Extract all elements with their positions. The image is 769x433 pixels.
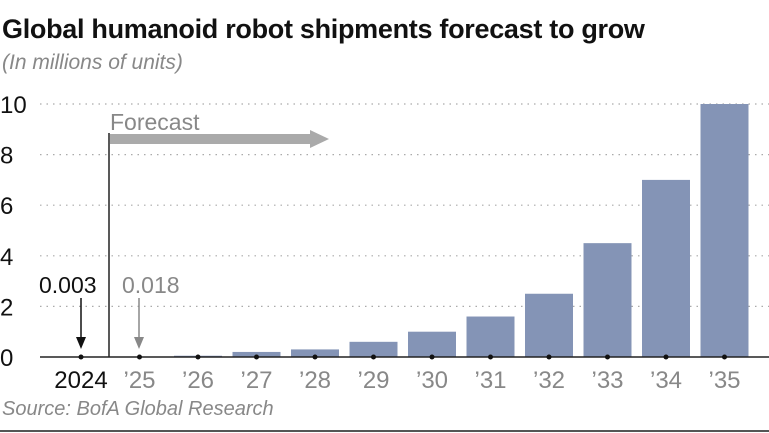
x-tick-dot xyxy=(137,354,142,360)
bar-34 xyxy=(642,179,690,357)
x-tick-label: ’34 xyxy=(650,367,682,394)
y-tick-label: 10 xyxy=(0,92,27,119)
bar-29 xyxy=(349,341,398,357)
y-tick-label: 4 xyxy=(0,244,13,271)
bar-31 xyxy=(466,316,515,357)
x-tick-dot xyxy=(78,354,84,360)
bar-28 xyxy=(291,349,339,357)
chart-subtitle: (In millions of units) xyxy=(2,51,183,74)
x-tick-dot xyxy=(722,354,727,360)
y-tick-label: 2 xyxy=(0,294,13,321)
x-tick-label: ’25 xyxy=(123,367,155,394)
x-tick-label: ’32 xyxy=(533,367,565,394)
bar-27 xyxy=(232,351,281,357)
arrow-2025 xyxy=(134,298,144,349)
x-tick-label: ’29 xyxy=(357,367,389,394)
x-tick-label: 2024 xyxy=(54,367,107,394)
x-tick-label: ’27 xyxy=(240,367,272,394)
bottom-rule xyxy=(0,430,769,432)
bar-32 xyxy=(525,293,573,357)
x-tick-dot xyxy=(663,354,669,360)
forecast-arrow xyxy=(110,130,329,148)
y-tick-label: 0 xyxy=(0,345,13,372)
x-tick-dot xyxy=(195,354,201,360)
data-label-2025: 0.018 xyxy=(122,272,180,298)
forecast-label: Forecast xyxy=(110,109,200,135)
x-tick-dot xyxy=(605,354,610,360)
x-tick-label: ’33 xyxy=(591,367,623,394)
x-tick-dot xyxy=(371,354,376,360)
x-tick-dot xyxy=(429,354,435,360)
data-label-2024: 0.003 xyxy=(39,272,97,298)
x-tick-dot xyxy=(488,354,493,360)
source-note: Source: BofA Global Research xyxy=(2,398,274,420)
arrow-2024 xyxy=(76,298,86,349)
x-tick-label: ’35 xyxy=(708,367,740,394)
chart-title: Global humanoid robot shipments forecast… xyxy=(2,14,645,44)
x-tick-label: ’28 xyxy=(299,367,331,394)
y-tick-label: 6 xyxy=(0,193,13,220)
bar-30 xyxy=(408,331,456,357)
x-tick-dot xyxy=(546,354,552,360)
x-tick-label: ’31 xyxy=(474,367,506,394)
x-tick-label: ’30 xyxy=(416,367,448,394)
bar-35 xyxy=(700,104,749,357)
bar-33 xyxy=(583,243,632,357)
x-tick-dot xyxy=(312,354,318,360)
y-tick-label: 8 xyxy=(0,143,13,170)
x-tick-label: ’26 xyxy=(182,367,214,394)
x-tick-dot xyxy=(254,354,259,360)
